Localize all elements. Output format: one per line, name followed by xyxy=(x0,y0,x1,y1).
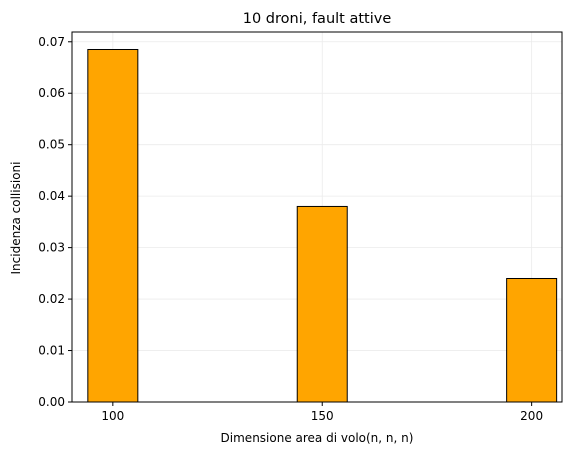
y-tick-label: 0.03 xyxy=(38,241,65,255)
y-axis-label: Incidenza collisioni xyxy=(9,162,23,275)
chart-title: 10 droni, fault attive xyxy=(243,11,392,27)
bar-150 xyxy=(296,205,348,403)
y-tick-label: 0.05 xyxy=(38,138,65,152)
bar-200 xyxy=(506,277,558,403)
y-tick-label: 0.00 xyxy=(38,395,65,409)
plot-frame xyxy=(71,31,563,403)
x-tick-label: 200 xyxy=(520,409,543,423)
x-axis-label: Dimensione area di volo(n, n, n) xyxy=(221,431,414,445)
y-tick-label: 0.04 xyxy=(38,189,65,203)
bar-100 xyxy=(87,48,139,403)
y-tick-label: 0.02 xyxy=(38,292,65,306)
ticks: 0.00 0.01 0.02 0.03 0.04 0.05 0.06 0.07 100 150 20… xyxy=(38,35,543,423)
y-tick-label: 0.07 xyxy=(38,35,65,49)
bars xyxy=(87,48,558,403)
x-tick-label: 100 xyxy=(101,409,124,423)
y-tick-label: 0.06 xyxy=(38,86,65,100)
x-tick-label: 150 xyxy=(311,409,334,423)
y-tick-label: 0.01 xyxy=(38,344,65,358)
